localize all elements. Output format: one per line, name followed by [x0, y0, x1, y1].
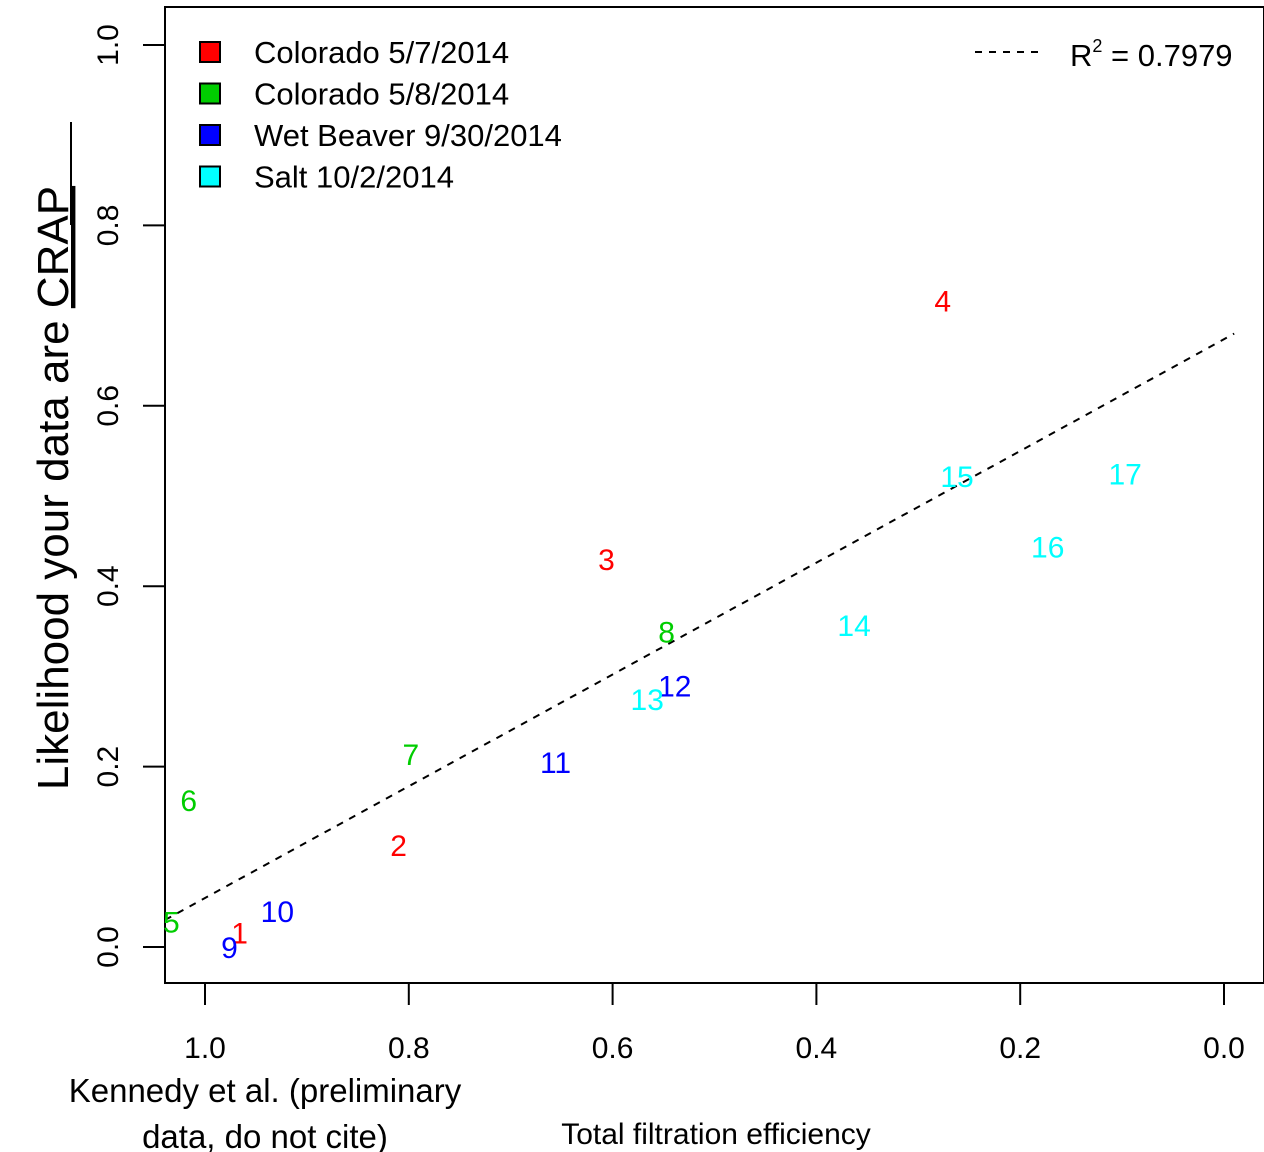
data-point-3: 3	[598, 544, 615, 577]
r-squared-legend: R2 = 0.7979	[975, 36, 1233, 73]
x-tick-label: 0.4	[796, 1032, 838, 1065]
x-tick-label: 0.0	[1203, 1032, 1245, 1065]
legend: Colorado 5/7/2014 Colorado 5/8/2014 Wet Be…	[199, 35, 562, 195]
data-point-13: 13	[631, 684, 664, 717]
data-point-6: 6	[180, 785, 197, 818]
legend-entry: Colorado 5/8/2014	[254, 77, 509, 112]
y-tick-label: 0.2	[92, 746, 125, 788]
data-point-8: 8	[658, 616, 675, 649]
x-tick-label: 0.6	[592, 1032, 634, 1065]
legend-entry: Salt 10/2/2014	[254, 160, 454, 195]
data-point-9: 9	[221, 932, 238, 965]
y-axis: 0.0 0.2 0.4 0.6 0.8 1.0	[92, 24, 166, 968]
data-point-7: 7	[402, 739, 419, 772]
data-point-17: 17	[1108, 458, 1141, 491]
y-tick-label: 0.4	[92, 565, 125, 607]
x-tick-label: 1.0	[184, 1032, 226, 1065]
data-point-12: 12	[658, 670, 691, 703]
x-axis: 1.0 0.8 0.6 0.4 0.2 0.0	[184, 982, 1245, 1065]
data-point-1: 1	[231, 918, 248, 951]
y-tick-label: 1.0	[92, 24, 125, 66]
regression-line	[164, 332, 1235, 921]
legend-entry: Colorado 5/7/2014	[254, 35, 509, 70]
legend-swatch	[199, 82, 221, 105]
y-tick-label: 0.0	[92, 926, 125, 968]
data-point-16: 16	[1031, 532, 1064, 565]
x-tick-label: 0.2	[999, 1032, 1041, 1065]
legend-entry: Wet Beaver 9/30/2014	[254, 118, 562, 153]
data-point-14: 14	[837, 610, 870, 643]
legend-swatch	[199, 41, 221, 63]
data-point-5: 5	[163, 907, 180, 940]
legend-swatch	[199, 165, 221, 188]
x-axis-title: Total filtration efficiency	[561, 1118, 871, 1151]
data-point-10: 10	[261, 896, 294, 929]
data-point-2: 2	[390, 830, 407, 863]
data-point-11: 11	[540, 747, 571, 780]
plot-frame	[164, 6, 1264, 984]
data-point-15: 15	[940, 461, 973, 494]
y-tick-label: 0.8	[92, 205, 125, 247]
data-point-4: 4	[934, 285, 951, 318]
y-axis-title: Likelihood your data are CRAP	[29, 186, 78, 790]
legend-swatch	[199, 124, 221, 146]
r-squared-text: R2 = 0.7979	[1070, 36, 1233, 73]
x-tick-label: 0.8	[388, 1032, 430, 1065]
annotation-line-1: Kennedy et al. (preliminary	[69, 1072, 462, 1109]
annotation-line-2: data, do not cite)	[142, 1118, 388, 1152]
y-tick-label: 0.6	[92, 385, 125, 427]
